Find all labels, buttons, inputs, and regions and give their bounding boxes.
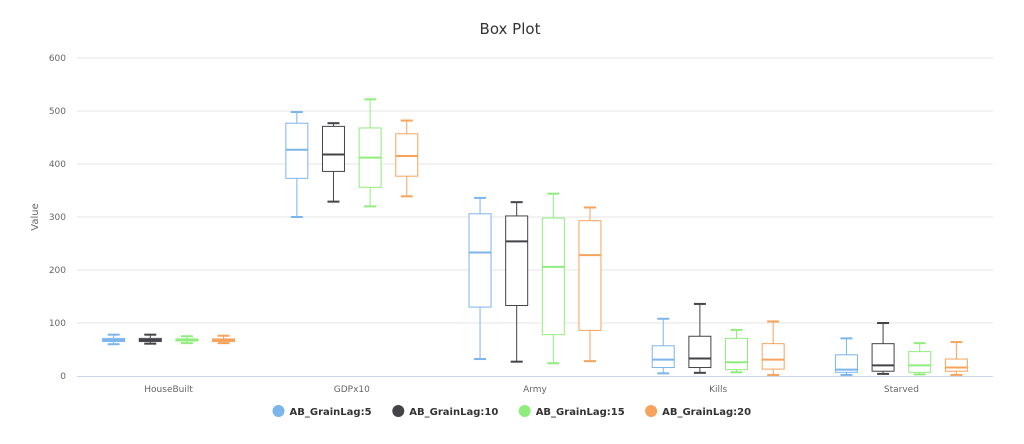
- box-rect: [651, 345, 675, 369]
- box-rect: [871, 343, 895, 372]
- box-point[interactable]: [102, 333, 126, 346]
- series-1: [102, 111, 858, 376]
- box-point[interactable]: [944, 341, 968, 376]
- series-3: [175, 98, 932, 376]
- y-axis-title: Value: [30, 203, 41, 230]
- box-point[interactable]: [578, 206, 602, 363]
- box-point[interactable]: [505, 201, 529, 363]
- box-point[interactable]: [761, 320, 785, 376]
- grid-lines: [77, 57, 993, 377]
- box-point[interactable]: [725, 328, 749, 374]
- legend-label: AB_GrainLag:10: [409, 407, 498, 418]
- box-rect: [725, 337, 749, 371]
- legend-item[interactable]: AB_GrainLag:10: [392, 405, 498, 418]
- box-point[interactable]: [175, 335, 199, 345]
- plot-area: [102, 98, 968, 376]
- legend-item[interactable]: AB_GrainLag:20: [645, 405, 751, 418]
- box-rect: [505, 215, 529, 307]
- box-point[interactable]: [395, 119, 419, 198]
- x-axis: HouseBuilt GDPx10 Army Kills Starved: [144, 385, 919, 395]
- legend-marker: [645, 405, 658, 417]
- y-tick-label: 0: [60, 372, 66, 382]
- box-rect: [541, 217, 565, 336]
- legend-marker: [272, 405, 285, 417]
- legend-label: AB_GrainLag:5: [290, 407, 372, 418]
- y-tick-label: 500: [49, 107, 66, 117]
- box-rect: [688, 335, 712, 369]
- box-rect: [834, 354, 858, 373]
- box-rect: [395, 133, 419, 177]
- box-rect: [578, 220, 602, 331]
- series-4: [212, 119, 968, 376]
- box-rect: [761, 343, 785, 370]
- legend-label: AB_GrainLag:15: [536, 407, 625, 418]
- box-point[interactable]: [834, 337, 858, 376]
- box-point[interactable]: [468, 196, 492, 361]
- series-2: [138, 122, 895, 375]
- box-point[interactable]: [358, 98, 382, 208]
- box-rect: [468, 213, 492, 308]
- box-point[interactable]: [138, 333, 162, 345]
- box-point[interactable]: [321, 122, 345, 203]
- legend-marker: [392, 405, 405, 417]
- legend-label: AB_GrainLag:20: [662, 407, 751, 418]
- x-tick-label: GDPx10: [334, 385, 370, 395]
- box-point[interactable]: [285, 111, 309, 218]
- legend: AB_GrainLag:5 AB_GrainLag:10 AB_GrainLag:1…: [272, 405, 751, 418]
- y-tick-label: 200: [49, 266, 66, 276]
- box-rect: [908, 351, 932, 373]
- legend-item[interactable]: AB_GrainLag:5: [272, 405, 372, 418]
- box-rect: [285, 122, 309, 179]
- chart-title: Box Plot: [480, 20, 541, 38]
- x-tick-label: Starved: [884, 385, 919, 395]
- y-tick-label: 600: [49, 54, 66, 64]
- legend-item[interactable]: AB_GrainLag:15: [518, 405, 625, 418]
- x-tick-label: Army: [523, 385, 547, 395]
- box-point[interactable]: [688, 302, 712, 374]
- box-point[interactable]: [541, 192, 565, 365]
- y-tick-label: 100: [49, 319, 66, 329]
- box-point[interactable]: [871, 322, 895, 375]
- x-tick-label: HouseBuilt: [144, 385, 193, 395]
- box-point[interactable]: [651, 317, 675, 375]
- legend-marker: [518, 405, 531, 417]
- y-axis: 0 100 200 300 400 500 600: [49, 54, 66, 382]
- box-point[interactable]: [212, 334, 236, 345]
- y-tick-label: 300: [49, 213, 66, 223]
- box-rect: [321, 125, 345, 172]
- box-point[interactable]: [908, 342, 932, 376]
- x-tick-label: Kills: [709, 385, 727, 395]
- box-rect: [944, 358, 968, 372]
- y-tick-label: 400: [49, 160, 66, 170]
